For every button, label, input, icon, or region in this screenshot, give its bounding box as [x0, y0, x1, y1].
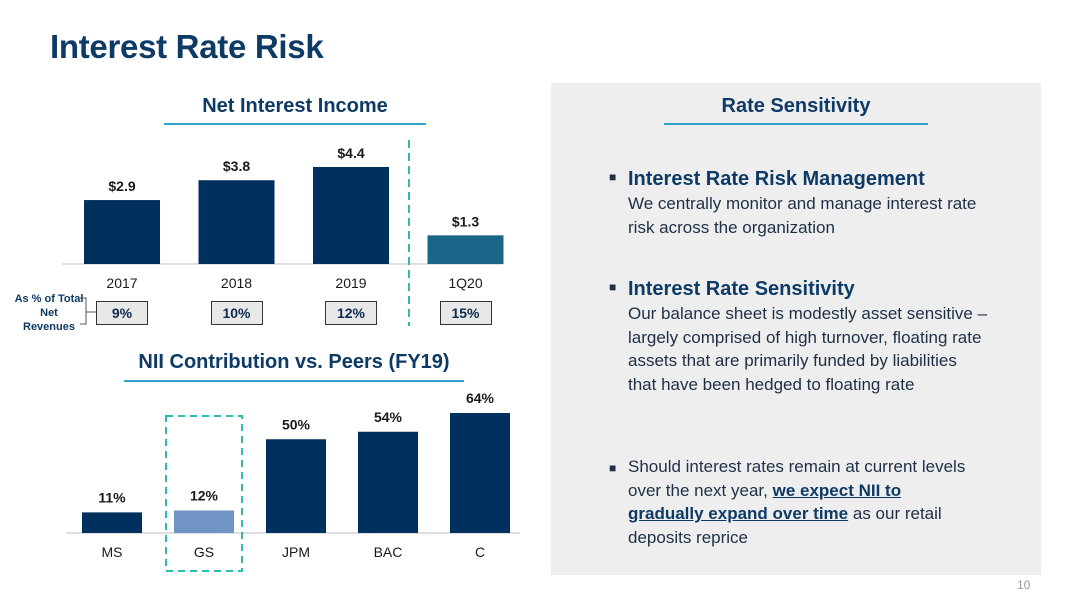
nii-category-label: 2019 — [335, 275, 366, 291]
nii-value-label: $2.9 — [108, 178, 135, 194]
bullet-text: We centrally monitor and manage interest… — [628, 194, 977, 237]
bullet-text-end: as our retail deposits reprice — [628, 504, 942, 547]
nii-bar-2017 — [84, 200, 160, 264]
bullet-text: Our balance sheet is modestly asset sens… — [628, 304, 988, 394]
peers-chart-title: NII Contribution vs. Peers (FY19) — [138, 351, 450, 373]
bullet-text: Should interest rates remain at current … — [628, 457, 966, 500]
peers-category-label: C — [475, 544, 485, 560]
ratio-box-2018: 10% — [210, 301, 263, 325]
square-bullet-icon: ■ — [609, 170, 617, 184]
rate-sensitivity-panel — [551, 83, 1041, 575]
nii-value-label: $1.3 — [452, 213, 479, 229]
peers-bar-BAC — [358, 431, 418, 533]
peers-title-underline — [124, 380, 464, 382]
ratio-bracket — [80, 297, 96, 325]
peers-bar-MS — [82, 512, 142, 533]
nii-bar-2018 — [198, 180, 275, 264]
nii-bar-chart: $2.9 2017 $3.8 2018 $4.4 2019 $1.3 1Q20 — [62, 140, 504, 326]
peers-bar-GS — [174, 510, 234, 533]
nii-category-label: 2017 — [106, 275, 137, 291]
rate-title-underline — [664, 123, 928, 125]
nii-title-underline — [164, 123, 426, 125]
nii-category-label: 1Q20 — [448, 275, 482, 291]
ratio-label: As % of Total Net Revenues — [14, 293, 84, 333]
bullet-emphasis: we expect NII to gradually expand over t… — [628, 480, 902, 524]
bullet-nii-outlook: ■ Should interest rates remain at curren… — [609, 455, 992, 549]
peers-value-label: 54% — [374, 409, 403, 425]
peers-value-label: 50% — [282, 416, 311, 432]
rate-sensitivity-title: Rate Sensitivity — [721, 95, 871, 117]
peers-value-label: 11% — [98, 489, 126, 505]
peers-value-label: 64% — [466, 390, 495, 406]
peers-highlight-box — [165, 415, 243, 572]
square-bullet-icon: ■ — [609, 280, 617, 294]
bullet-heading: Interest Rate Risk Management — [628, 168, 925, 190]
bullet-risk-management: ■ Interest Rate Risk Management We centr… — [609, 166, 992, 239]
bullet-heading: Interest Rate Sensitivity — [628, 278, 855, 300]
peers-category-label: MS — [102, 544, 123, 560]
peers-category-label: BAC — [374, 544, 403, 560]
peers-bar-chart: 11% MS 12% GS 50% JPM 54% BAC 64% C — [66, 390, 520, 572]
nii-bar-1Q20 — [427, 235, 504, 264]
nii-value-label: $4.4 — [337, 145, 364, 161]
peers-bar-JPM — [266, 439, 326, 533]
ratio-box-2017: 9% — [96, 301, 148, 325]
peers-category-label: GS — [194, 544, 214, 560]
nii-chart-title: Net Interest Income — [202, 95, 388, 117]
ratio-box-1Q20: 15% — [439, 301, 492, 325]
bullet-rate-sensitivity: ■ Interest Rate Sensitivity Our balance … — [609, 276, 992, 396]
page-title: Interest Rate Risk — [50, 28, 324, 65]
peers-value-label: 12% — [190, 488, 219, 504]
peers-category-label: JPM — [282, 544, 310, 560]
nii-bar-2019 — [313, 167, 389, 264]
nii-category-label: 2018 — [221, 275, 252, 291]
nii-value-label: $3.8 — [223, 158, 250, 174]
square-bullet-icon: ■ — [609, 461, 617, 475]
ratio-box-2019: 12% — [325, 301, 377, 325]
peers-bar-C — [450, 413, 510, 533]
page-number: 10 — [1017, 578, 1031, 592]
